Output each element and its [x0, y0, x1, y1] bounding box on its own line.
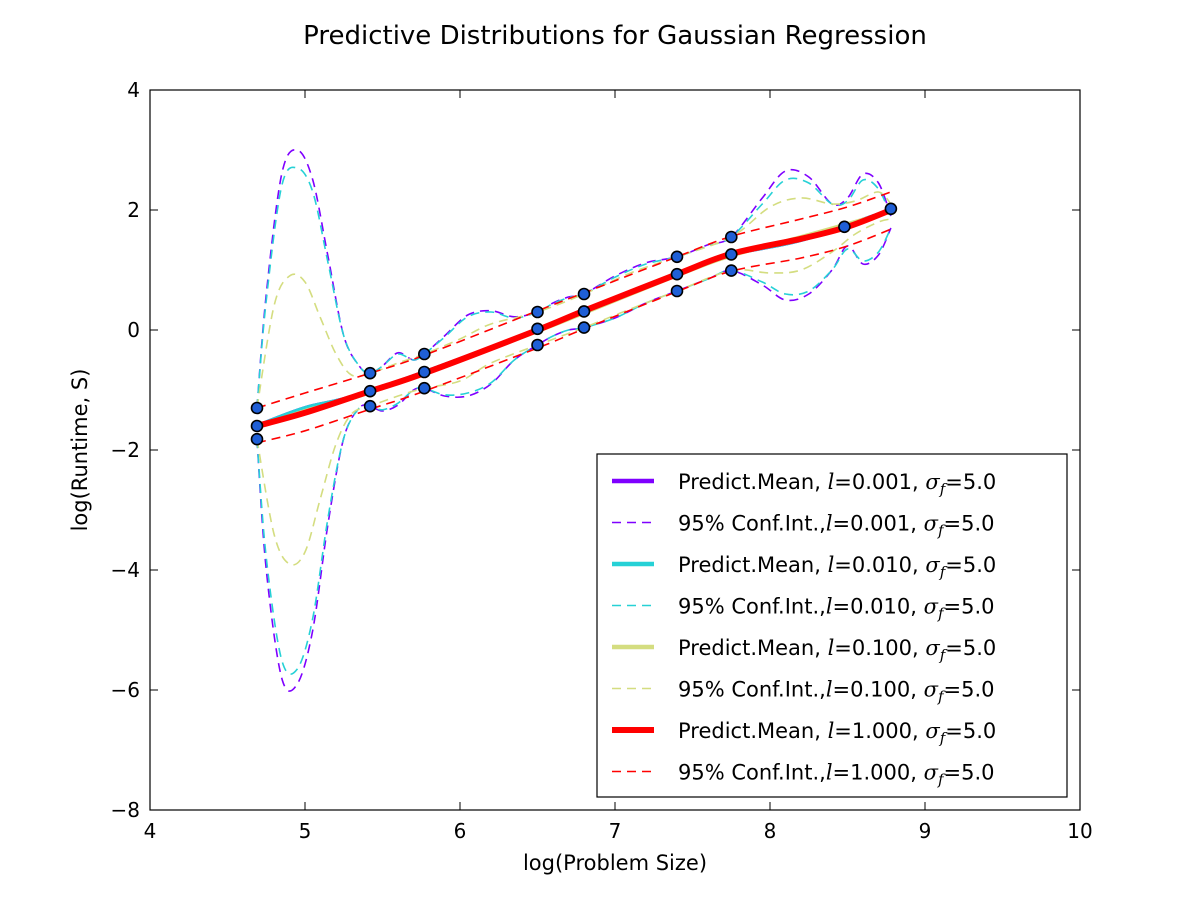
- legend-entry-95-conf-int-7: 95% Conf.Int.,l=1.000, σf=5.0: [612, 761, 995, 789]
- y-tick-label: −8: [111, 798, 140, 822]
- observation-point: [250, 419, 264, 433]
- legend-entry-95-conf-int-5: 95% Conf.Int.,l=0.100, σf=5.0: [612, 678, 995, 706]
- legend-entry-95-conf-int-3: 95% Conf.Int.,l=0.010, σf=5.0: [612, 595, 995, 623]
- observation-point: [531, 305, 544, 319]
- x-tick-label: 7: [609, 819, 622, 843]
- observation-point: [417, 347, 431, 361]
- chart-title: Predictive Distributions for Gaussian Re…: [303, 21, 927, 51]
- y-tick-label: −2: [111, 438, 140, 462]
- observation-point: [250, 432, 264, 446]
- observation-point: [724, 248, 738, 261]
- observation-point: [670, 267, 684, 281]
- observation-point: [577, 321, 591, 334]
- observation-point: [363, 366, 377, 380]
- observation-point: [838, 220, 851, 234]
- legend-entry-predict-mean-6: Predict.Mean, l=1.000, σf=5.0: [612, 719, 996, 747]
- y-tick-label: 4: [127, 78, 140, 102]
- legend-entry-predict-mean-0: Predict.Mean, l=0.001, σf=5.0: [612, 470, 996, 498]
- series-5-upper-bound-line: [256, 191, 892, 409]
- observation-points-layer: [250, 202, 898, 446]
- series-1-lower-bound-line: [256, 227, 892, 692]
- observation-point: [417, 381, 431, 395]
- observation-point: [363, 399, 377, 413]
- y-tick-label: 0: [127, 318, 140, 342]
- legend: Predict.Mean, l=0.001, σf=5.0 95% Conf.In…: [596, 453, 1068, 798]
- x-axis-label: log(Problem Size): [523, 851, 707, 875]
- y-tick-label: −4: [111, 558, 140, 582]
- legend-label: Predict.Mean, l=0.100, σf=5.0: [678, 636, 996, 664]
- observation-point: [531, 322, 544, 336]
- observation-point: [531, 338, 544, 352]
- observation-point: [250, 401, 264, 415]
- y-axis-ticks: −8 −6 −4 −2 0 2 4: [111, 78, 1080, 822]
- observation-point: [884, 202, 898, 216]
- series-7-lower-bound-line: [256, 228, 892, 444]
- observation-point: [670, 284, 684, 298]
- x-tick-label: 10: [1067, 819, 1092, 843]
- legend-entry-predict-mean-2: Predict.Mean, l=0.010, σf=5.0: [612, 553, 996, 581]
- legend-label: Predict.Mean, l=1.000, σf=5.0: [678, 719, 996, 747]
- x-tick-label: 9: [919, 819, 932, 843]
- x-tick-label: 8: [764, 819, 777, 843]
- observation-point: [363, 384, 377, 398]
- series-1-upper-bound-line: [256, 148, 892, 409]
- x-tick-label: 5: [299, 819, 312, 843]
- y-tick-label: 2: [127, 198, 140, 222]
- legend-box: [596, 453, 1068, 798]
- observation-point: [670, 250, 684, 264]
- series-3-lower-bound-line: [256, 227, 892, 675]
- observation-point: [417, 365, 431, 379]
- legend-label: 95% Conf.Int.,l=0.100, σf=5.0: [678, 678, 995, 706]
- legend-entry-predict-mean-4: Predict.Mean, l=0.100, σf=5.0: [612, 636, 996, 664]
- legend-label: Predict.Mean, l=0.010, σf=5.0: [678, 553, 996, 581]
- legend-label: 95% Conf.Int.,l=1.000, σf=5.0: [678, 761, 995, 789]
- legend-label: 95% Conf.Int.,l=0.010, σf=5.0: [678, 595, 995, 623]
- legend-entry-95-conf-int-1: 95% Conf.Int.,l=0.001, σf=5.0: [612, 512, 995, 540]
- x-tick-label: 4: [144, 819, 157, 843]
- x-tick-label: 6: [454, 819, 467, 843]
- series-6-mean-line: [254, 207, 894, 429]
- series-5-lower-bound-line: [256, 218, 892, 566]
- observation-point: [724, 230, 738, 244]
- legend-label: 95% Conf.Int.,l=0.001, σf=5.0: [678, 512, 995, 540]
- x-axis-ticks: 4 5 6 7 8 9 10: [144, 90, 1093, 843]
- y-tick-label: −6: [111, 678, 140, 702]
- observation-point: [724, 264, 738, 277]
- legend-items: Predict.Mean, l=0.001, σf=5.0 95% Conf.In…: [612, 470, 996, 789]
- observation-point: [577, 287, 591, 301]
- legend-label: Predict.Mean, l=0.001, σf=5.0: [678, 470, 996, 498]
- y-axis-label: log(Runtime, S): [68, 369, 92, 532]
- observation-point: [577, 305, 591, 318]
- series-3-upper-bound-line: [256, 166, 892, 409]
